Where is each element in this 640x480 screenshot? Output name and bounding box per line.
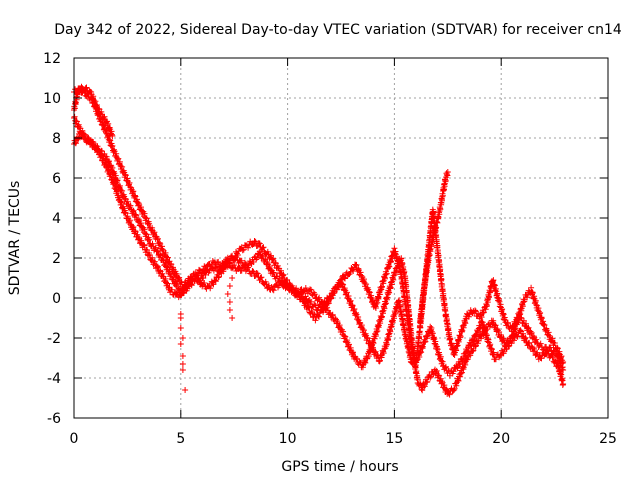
y-tick-label: -6 (47, 411, 61, 427)
y-tick-label: 0 (52, 291, 61, 307)
x-axis-label: GPS time / hours (281, 459, 398, 475)
marker-path (71, 129, 567, 388)
y-tick-label: 12 (43, 51, 61, 67)
y-tick-label: 10 (43, 91, 61, 107)
y-tick-label: 6 (52, 171, 61, 187)
y-axis-ticks: -6 -4 -2 0 2 4 6 8 10 12 (43, 51, 608, 427)
marker-path (224, 275, 236, 321)
y-tick-label: -2 (47, 331, 61, 347)
y-tick-label: 4 (52, 211, 61, 227)
marker-path (177, 311, 189, 393)
series-spike-near-7h (224, 275, 236, 321)
series-trace-b (71, 129, 567, 388)
data-points (71, 83, 567, 398)
series-trace-c (71, 113, 567, 373)
series-spike-near-5h (177, 311, 189, 393)
plot-frame (73, 57, 609, 419)
x-tick-label: 10 (279, 431, 297, 447)
x-axis-ticks: 0 5 10 15 20 25 (70, 58, 617, 447)
x-tick-label: 5 (176, 431, 185, 447)
marker-path (417, 169, 451, 325)
series-trace-d (417, 169, 451, 325)
marker-path (71, 113, 567, 373)
x-tick-label: 25 (599, 431, 617, 447)
y-tick-label: -4 (47, 371, 61, 387)
y-tick-label: 8 (52, 131, 61, 147)
y-axis-label: SDTVAR / TECUs (7, 181, 23, 296)
chart-title: Day 342 of 2022, Sidereal Day-to-day VTE… (54, 22, 622, 38)
x-tick-label: 0 (70, 431, 79, 447)
y-tick-label: 2 (52, 251, 61, 267)
x-tick-label: 15 (385, 431, 403, 447)
grid-lines (74, 58, 608, 418)
x-tick-label: 20 (492, 431, 510, 447)
